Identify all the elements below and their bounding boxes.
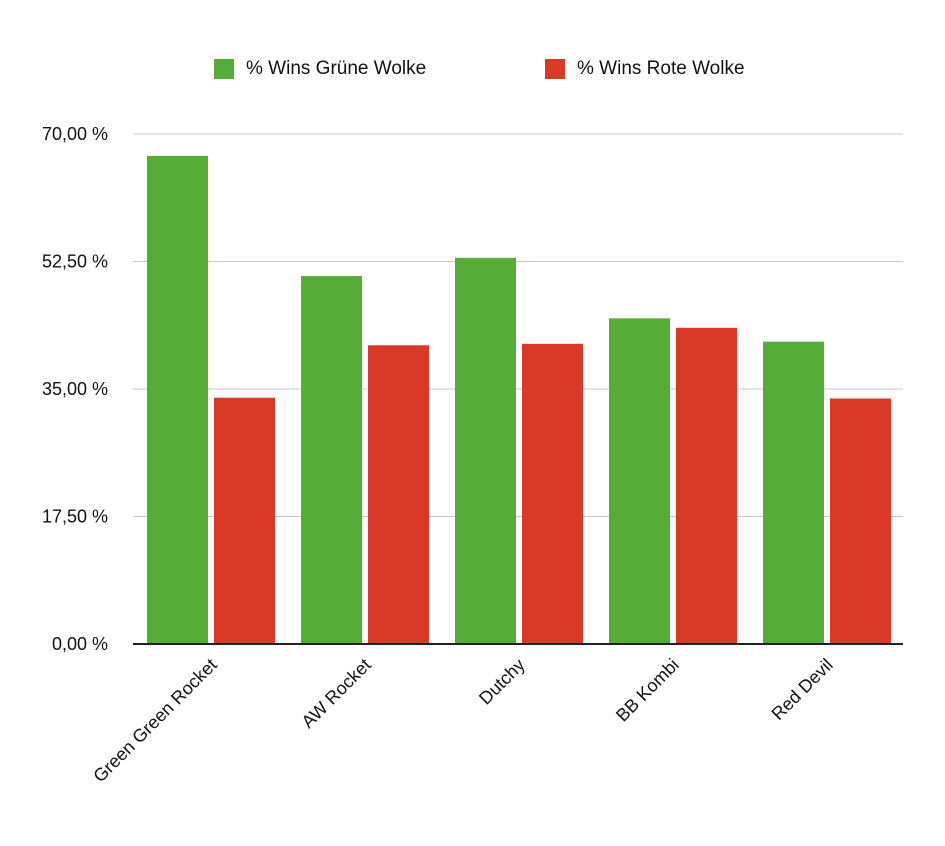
y-tick-label: 70,00 %	[42, 124, 108, 144]
legend-swatch-rote-wolke	[545, 59, 565, 79]
y-tick-label: 17,50 %	[42, 507, 108, 527]
bar-rote-wolke	[368, 345, 429, 644]
bar-gruene-wolke	[147, 155, 208, 644]
legend-label-rote-wolke: % Wins Rote Wolke	[577, 58, 745, 79]
bars	[147, 155, 891, 644]
legend-label-gruene-wolke: % Wins Grüne Wolke	[246, 58, 427, 79]
y-axis-ticks: 0,00 % 17,50 % 35,00 % 52,50 % 70,00 %	[42, 124, 108, 654]
legend-item-gruene-wolke: % Wins Grüne Wolke	[214, 58, 426, 80]
bar-gruene-wolke	[301, 276, 362, 644]
bar-gruene-wolke	[455, 257, 516, 644]
bar-gruene-wolke	[763, 341, 824, 644]
y-tick-label: 35,00 %	[42, 379, 108, 399]
chart-legend: % Wins Grüne Wolke % Wins Rote Wolke	[0, 58, 945, 84]
y-tick-label: 52,50 %	[42, 252, 108, 272]
x-category-label: Green Green Rocket	[89, 655, 221, 787]
bar-rote-wolke	[830, 398, 891, 644]
x-category-label: BB Kombi	[612, 655, 683, 726]
bar-gruene-wolke	[609, 318, 670, 644]
bar-rote-wolke	[522, 343, 583, 644]
x-category-label: Red Devil	[768, 655, 837, 724]
x-category-label: Dutchy	[475, 655, 529, 709]
y-tick-label: 0,00 %	[52, 634, 108, 654]
bar-rote-wolke	[214, 397, 275, 644]
x-category-label: AW Rocket	[297, 655, 374, 732]
bar-rote-wolke	[676, 327, 737, 644]
legend-item-rote-wolke: % Wins Rote Wolke	[545, 58, 745, 80]
legend-swatch-gruene-wolke	[214, 59, 234, 79]
x-axis-labels: Green Green Rocket AW Rocket Dutchy BB Komb…	[89, 655, 837, 787]
